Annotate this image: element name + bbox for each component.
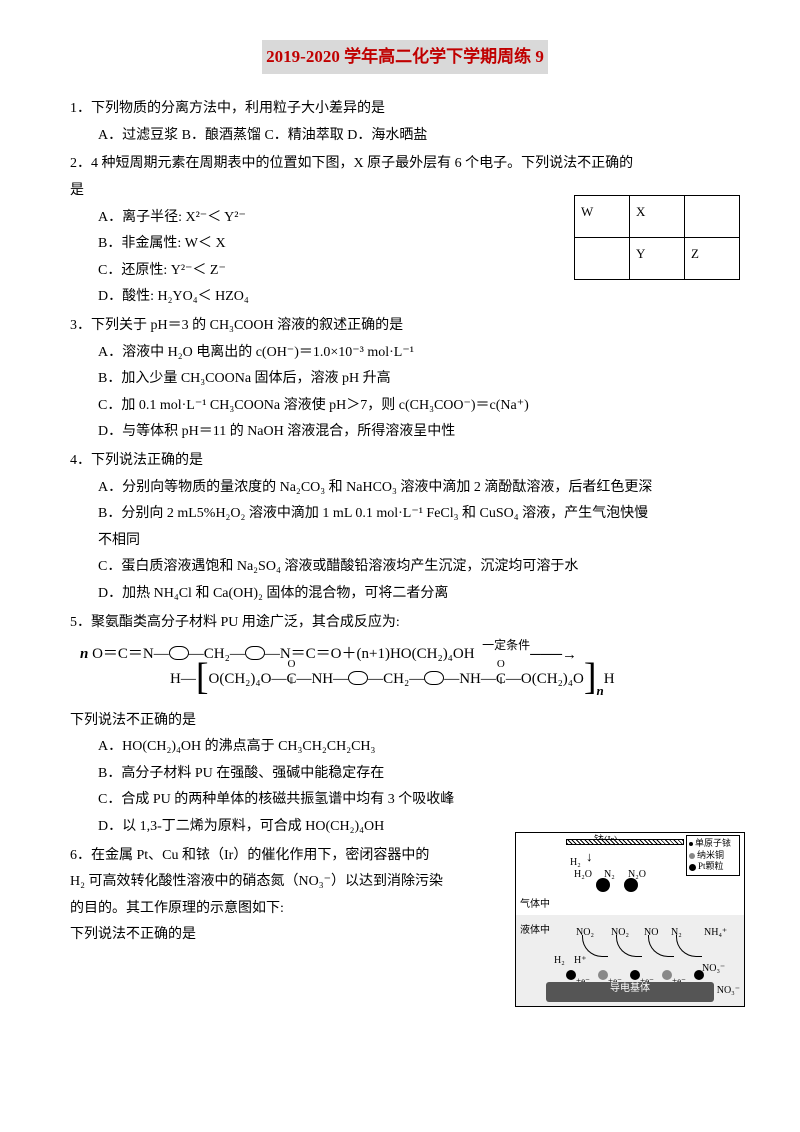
q3: 3．下列关于 pH＝3 的 CH₃COOH 溶液的叙述正确的是 A．溶液中 H₂… (70, 313, 740, 446)
carbonyl-icon: O‖C (496, 667, 506, 691)
benzene-ring-icon (245, 646, 265, 660)
q1-stem: 1．下列物质的分离方法中，利用粒子大小差异的是 (70, 96, 740, 123)
ptable-z: Z (685, 238, 740, 280)
q4-opt-b2: 不相同 (98, 528, 740, 555)
mol-h2-2: H₂ (554, 951, 565, 970)
q5-opt-a: A．HO(CH₂)₄OH 的沸点高于 CH₃CH₂CH₂CH₃ (98, 734, 490, 761)
legend-cu: 纳米铜 (697, 850, 724, 860)
mol-h2o: H₂O (574, 865, 592, 884)
ptable-y: Y (630, 238, 685, 280)
mechanism-diagram: 铱(Ir) 单原子铱 纳米铜 Pt颗粒 H₂ ↓ H₂O N₂ N₂O 气体中 … (515, 832, 745, 1007)
prod-n: n (597, 683, 604, 698)
prod-ch2: CH₂ (383, 671, 409, 687)
prod-suffix: H (604, 671, 615, 687)
ptable-empty (685, 196, 740, 238)
q4-opt-a: A．分别向等物质的量浓度的 Na₂CO₃ 和 NaHCO₃ 溶液中滴加 2 滴酚… (98, 475, 740, 502)
gas-label: 气体中 (520, 895, 550, 914)
q3-stem: 3．下列关于 pH＝3 的 CH₃COOH 溶液的叙述正确的是 (70, 313, 740, 340)
q2-stem-1: 2．4 种短周期元素在周期表中的位置如下图，X 原子最外层有 6 个电子。下列说… (70, 151, 740, 178)
q5: 5．聚氨酯类高分子材料 PU 用途广泛，其合成反应为: n O＝C＝N——CH₂… (70, 610, 740, 841)
q5-opt-c: C．合成 PU 的两种单体的核磁共振氢谱中均有 3 个吸收峰 (98, 787, 490, 814)
q2-opt-d: D．酸性: H₂YO₄＜ HZO₄ (98, 284, 740, 311)
reaction-scheme: n O＝C＝N——CH₂——N＝C＝O＋(n+1)HO(CH₂)₄OH 一定条件… (70, 636, 740, 707)
page-title: 2019-2020 学年高二化学下学期周练 9 (262, 40, 548, 74)
ptable-w: W (575, 196, 630, 238)
liquid-label: 液体中 (520, 921, 550, 940)
q3-opt-c: C．加 0.1 mol·L⁻¹ CH₃COONa 溶液使 pH＞7，则 c(CH… (98, 393, 740, 420)
q1: 1．下列物质的分离方法中，利用粒子大小差异的是 A．过滤豆浆 B．酿酒蒸馏 C．… (70, 96, 740, 149)
benzene-ring-icon (348, 671, 368, 685)
q3-opt-d: D．与等体积 pH＝11 的 NaOH 溶液混合，所得溶液呈中性 (98, 419, 740, 446)
q6-sub: 下列说法不正确的是 (70, 922, 490, 949)
react-n: n (80, 646, 88, 662)
mol-no3b: NO₃⁻ (717, 981, 740, 1000)
diagram-legend: 单原子铱 纳米铜 Pt颗粒 (686, 835, 740, 876)
q4-stem: 4．下列说法正确的是 (70, 448, 740, 475)
mol-nh4: NH₄⁺ (704, 923, 727, 942)
q5-opt-d: D．以 1,3-丁二烯为原料，可合成 HO(CH₂)₄OH (98, 814, 490, 841)
ptable-empty2 (575, 238, 630, 280)
ptable-x: X (630, 196, 685, 238)
q3-opt-b: B．加入少量 CH₃COONa 固体后，溶液 pH 升高 (98, 366, 740, 393)
q4: 4．下列说法正确的是 A．分别向等物质的量浓度的 Na₂CO₃ 和 NaHCO₃… (70, 448, 740, 608)
base-label: 导电基体 (610, 979, 650, 998)
q5-sub: 下列说法不正确的是 (70, 708, 740, 735)
prod-1: O(CH₂)₄O (209, 671, 272, 687)
benzene-ring-icon (424, 671, 444, 685)
react-nco: N＝C＝O＋(n+1)HO(CH₂)₄OH (280, 646, 475, 662)
prod-nh: NH (311, 671, 333, 687)
q1-options: A．过滤豆浆 B．酿酒蒸馏 C．精油萃取 D．海水晒盐 (70, 123, 740, 150)
prod-h: H (170, 671, 181, 687)
q4-opt-b1: B．分别向 2 mL5%H₂O₂ 溶液中滴加 1 mL 0.1 mol·L⁻¹ … (98, 501, 740, 528)
q5-opt-b: B．高分子材料 PU 在强酸、强碱中能稳定存在 (98, 761, 490, 788)
q3-opt-a: A．溶液中 H₂O 电离出的 c(OH⁻)＝1.0×10⁻³ mol·L⁻¹ (98, 340, 740, 367)
periodic-table-snippet: W X Y Z (574, 195, 740, 280)
ball-icon (624, 875, 638, 894)
q4-opt-c: C．蛋白质溶液遇饱和 Na₂SO₄ 溶液或醋酸铅溶液均产生沉淀，沉淀均可溶于水 (98, 554, 740, 581)
arrow-label: 一定条件 (482, 638, 530, 652)
q4-opt-d: D．加热 NH₄Cl 和 Ca(OH)₂ 固体的混合物，可将二者分离 (98, 581, 740, 608)
benzene-ring-icon (169, 646, 189, 660)
q6-stem-3: 的目的。其工作原理的示意图如下: (70, 896, 490, 923)
prod-nh2: NH (459, 671, 481, 687)
q6-stem-2: H₂ 可高效转化酸性溶液中的硝态氮（NO₃⁻）以达到消除污染 (70, 869, 490, 896)
ball-icon (596, 875, 610, 894)
diagram-ir-bar (566, 839, 684, 845)
arrow-icon: 一定条件───→ (478, 643, 577, 667)
q6-stem-1: 6．在金属 Pt、Cu 和铱（Ir）的催化作用下，密闭容器中的 (70, 843, 490, 870)
mol-no3: NO₃⁻ (702, 959, 725, 978)
legend-pt: Pt颗粒 (698, 861, 724, 871)
prod-6: O(CH₂)₄O (521, 671, 584, 687)
carbonyl-icon: O‖C (286, 667, 296, 691)
q6: 6．在金属 Pt、Cu 和铱（Ir）的催化作用下，密闭容器中的 H₂ 可高效转化… (70, 843, 490, 949)
react-ocn: O＝C＝N (92, 646, 154, 662)
q5-stem: 5．聚氨酯类高分子材料 PU 用途广泛，其合成反应为: (70, 610, 740, 637)
legend-ir: 单原子铱 (695, 838, 731, 848)
